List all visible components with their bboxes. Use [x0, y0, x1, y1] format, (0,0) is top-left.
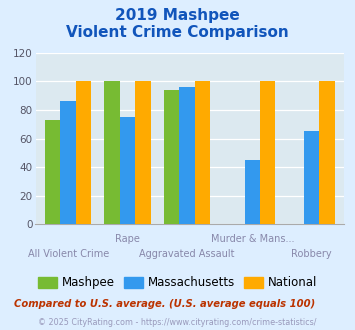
Text: Violent Crime Comparison: Violent Crime Comparison [66, 25, 289, 40]
Bar [60, 101, 76, 224]
Bar [76, 82, 91, 224]
Text: Robbery: Robbery [291, 249, 332, 259]
Bar [320, 82, 335, 224]
Bar [120, 117, 135, 224]
Bar [195, 82, 210, 224]
Bar [179, 87, 195, 224]
Bar [104, 82, 120, 224]
Text: Aggravated Assault: Aggravated Assault [139, 249, 235, 259]
Legend: Mashpee, Massachusetts, National: Mashpee, Massachusetts, National [33, 272, 322, 294]
Text: © 2025 CityRating.com - https://www.cityrating.com/crime-statistics/: © 2025 CityRating.com - https://www.city… [38, 318, 317, 327]
Text: Murder & Mans...: Murder & Mans... [211, 234, 294, 244]
Bar [245, 160, 260, 224]
Bar [135, 82, 151, 224]
Text: All Violent Crime: All Violent Crime [28, 249, 109, 259]
Bar [260, 82, 275, 224]
Bar [164, 90, 179, 224]
Text: 2019 Mashpee: 2019 Mashpee [115, 8, 240, 23]
Text: Rape: Rape [115, 234, 140, 244]
Text: Compared to U.S. average. (U.S. average equals 100): Compared to U.S. average. (U.S. average … [14, 299, 316, 309]
Bar [45, 120, 60, 224]
Bar [304, 131, 320, 224]
